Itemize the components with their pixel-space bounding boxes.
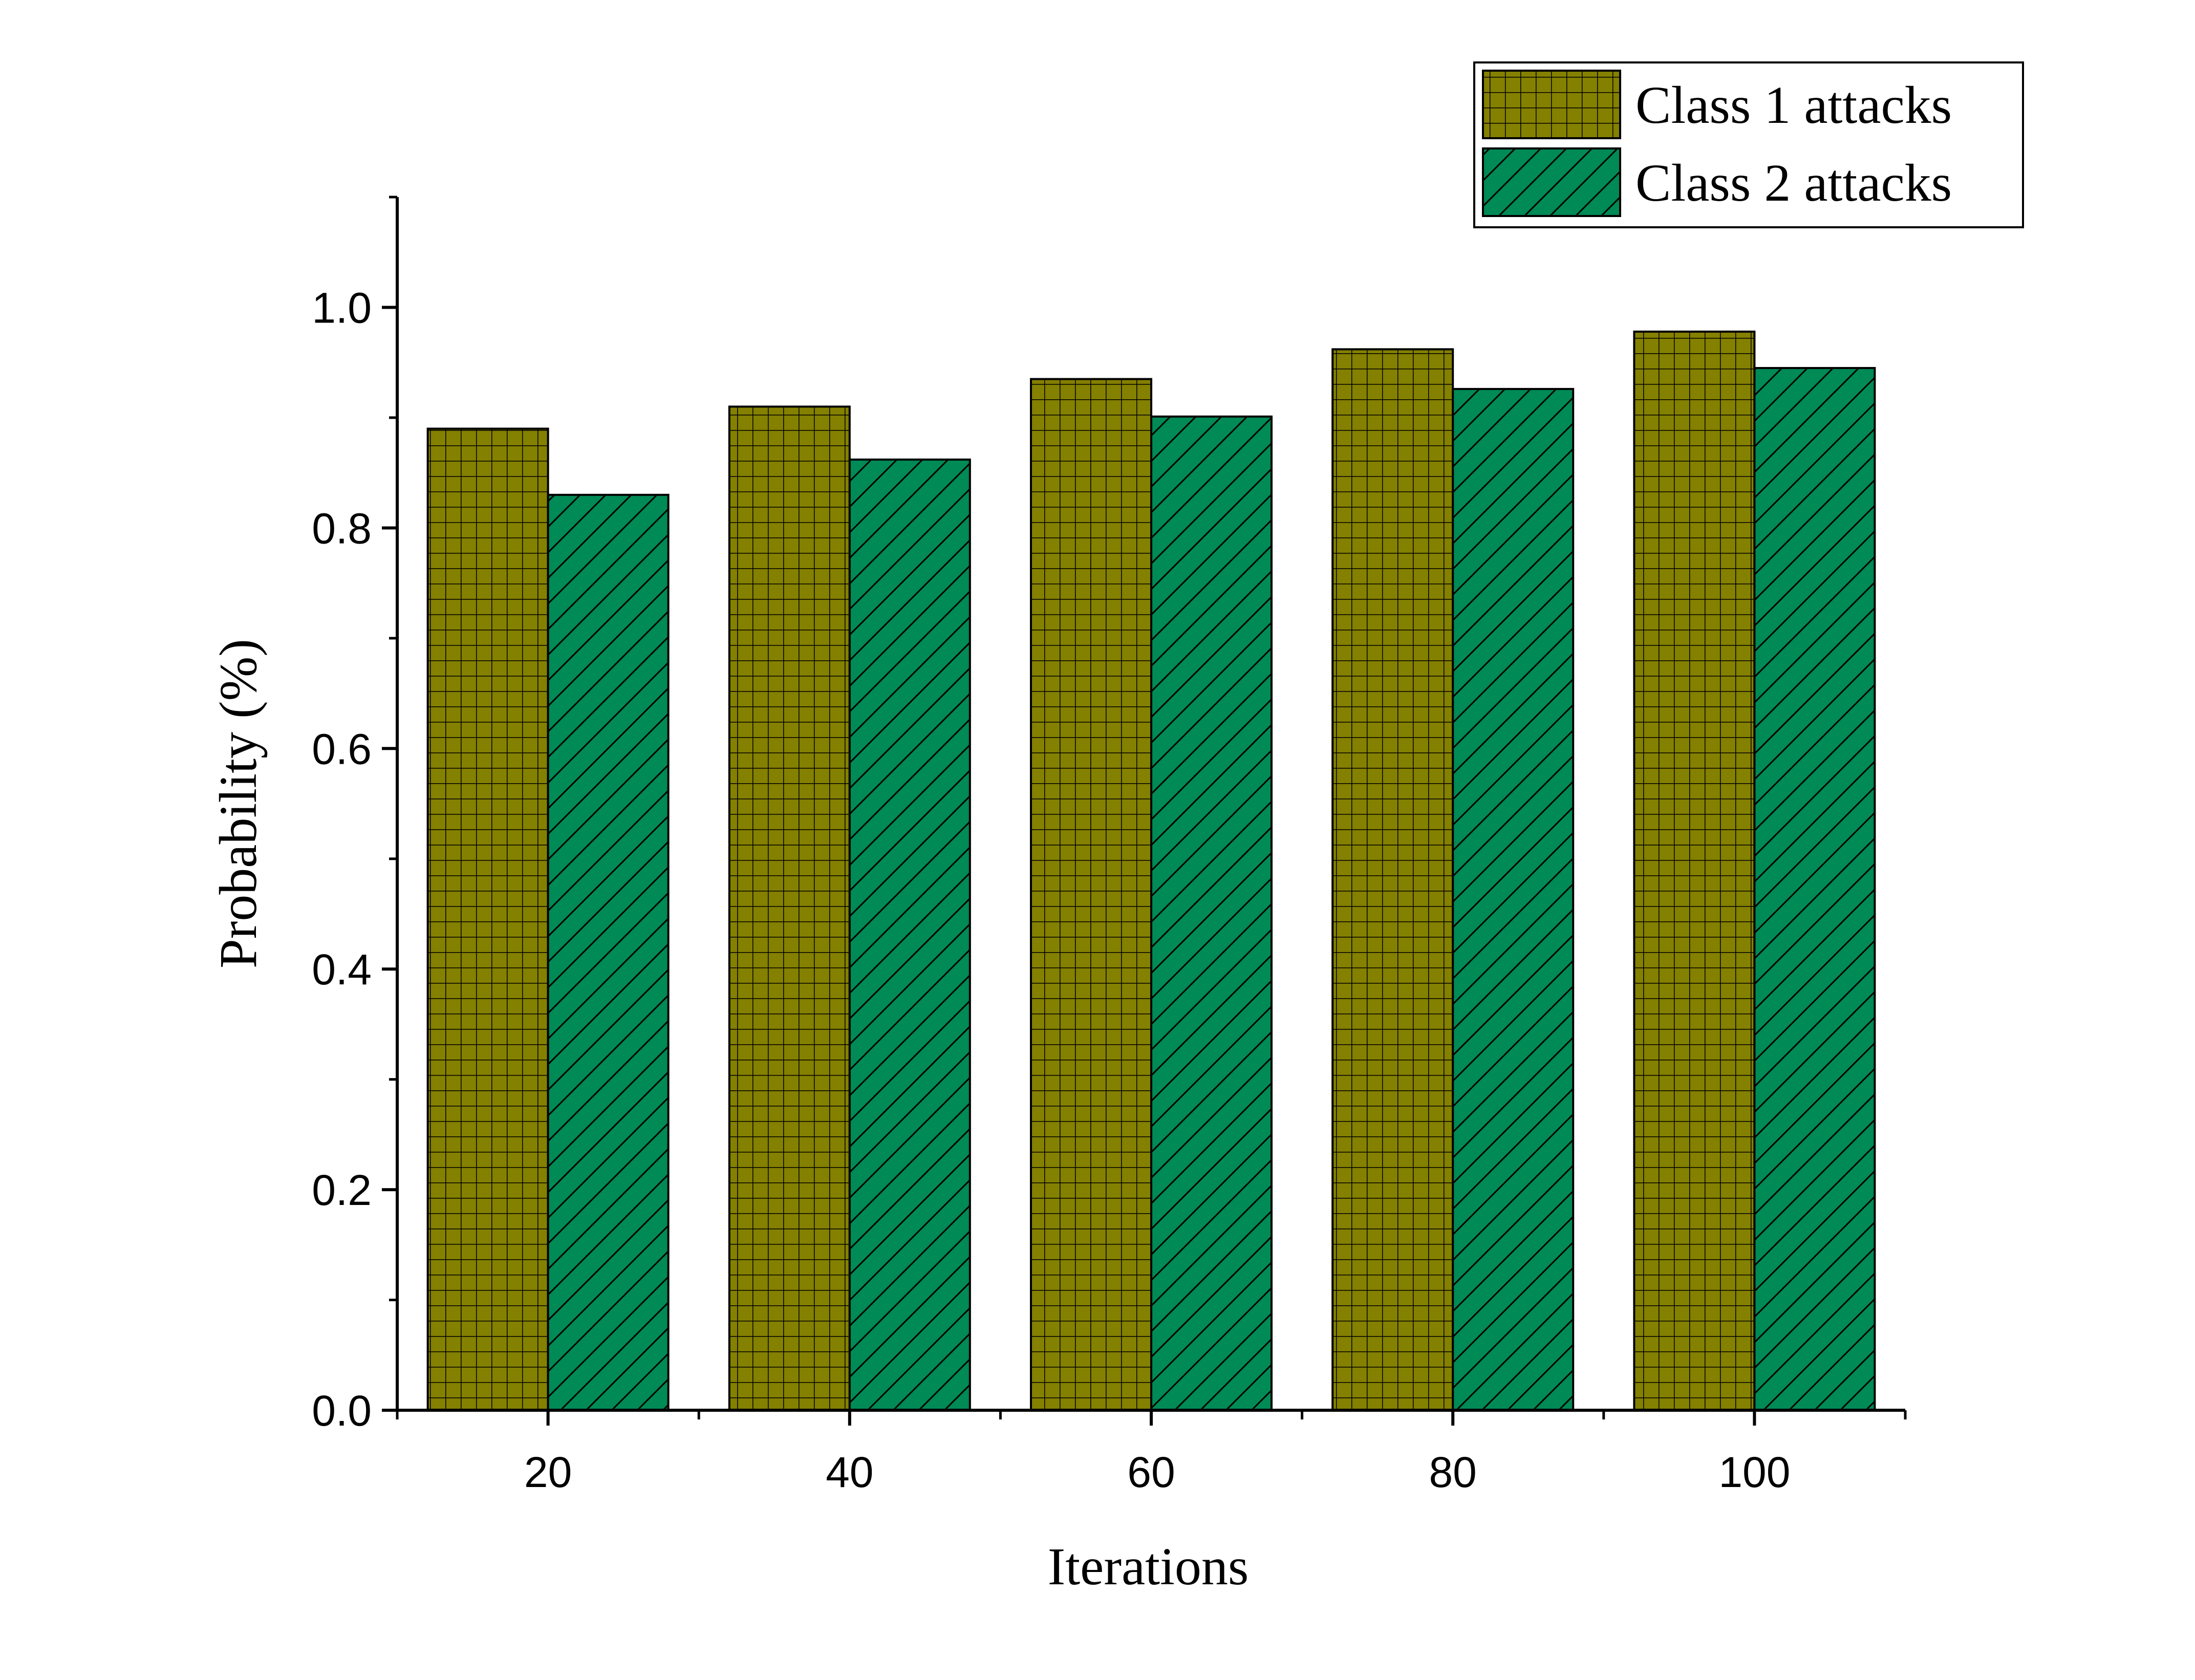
bar-series-1-60 [1030,378,1152,1411]
bar-series-1-80 [1331,348,1454,1411]
bar-series-1-40 [728,405,851,1411]
y-tick-label: 1.0 [312,284,372,332]
bar-series-2-20 [547,493,670,1411]
bar-series-1-100 [1633,330,1756,1412]
bar-series-2-100 [1753,367,1876,1411]
y-tick-label: 0.0 [312,1387,372,1435]
legend-label-class-2: Class 2 attacks [1636,154,1952,212]
bar-series-2-40 [848,458,971,1411]
bar-series-1-20 [426,427,549,1411]
legend-swatch-class-1 [1482,70,1621,139]
x-tick-label: 100 [1718,1448,1790,1496]
bar-series-2-60 [1150,415,1273,1411]
legend-swatch-class-2 [1482,147,1621,217]
bar-series-2-80 [1452,387,1575,1412]
legend: Class 1 attacks Class 2 attacks [1473,61,2024,228]
y-tick-label: 0.4 [312,945,372,994]
axes-layer: 0.0 0.2 0.4 0.6 0.8 1.0 20 40 60 80 100 [312,196,1907,1496]
x-tick-label: 40 [826,1448,873,1496]
y-tick-label: 0.6 [312,725,372,773]
legend-label-class-1: Class 1 attacks [1636,76,1952,135]
x-axis-title: Iterations [1048,1537,1249,1596]
y-tick-label: 0.8 [312,504,372,552]
y-axis-title: Probability (%) [209,639,268,968]
x-tick-label: 60 [1127,1448,1175,1496]
y-tick-label: 0.2 [312,1166,372,1214]
x-tick-label: 20 [524,1448,572,1496]
x-tick-label: 80 [1429,1448,1476,1496]
bars-layer [426,330,1876,1412]
